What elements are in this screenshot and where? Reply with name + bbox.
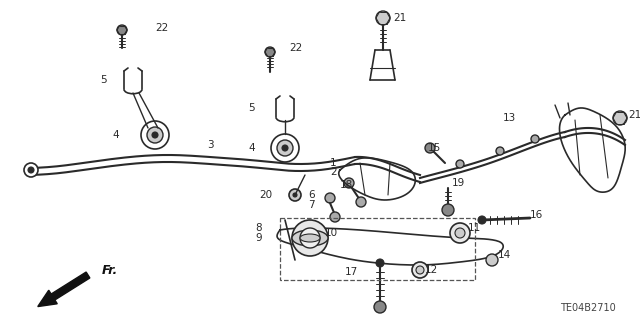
Text: 18: 18 xyxy=(340,180,353,190)
Circle shape xyxy=(117,25,127,35)
Circle shape xyxy=(425,143,435,153)
Circle shape xyxy=(141,121,169,149)
Text: 19: 19 xyxy=(452,178,465,188)
Circle shape xyxy=(147,127,163,143)
Circle shape xyxy=(416,266,424,274)
Text: 12: 12 xyxy=(425,265,438,275)
Circle shape xyxy=(24,163,38,177)
Circle shape xyxy=(300,228,320,248)
FancyArrow shape xyxy=(38,272,90,307)
Circle shape xyxy=(330,212,340,222)
Circle shape xyxy=(486,254,498,266)
Text: 4: 4 xyxy=(248,143,255,153)
Circle shape xyxy=(412,262,428,278)
Circle shape xyxy=(531,135,539,143)
Text: 1: 1 xyxy=(330,158,337,168)
Circle shape xyxy=(613,111,627,125)
Text: 11: 11 xyxy=(468,223,481,233)
Text: 22: 22 xyxy=(155,23,168,33)
Circle shape xyxy=(344,178,354,188)
Text: 15: 15 xyxy=(428,143,441,153)
Bar xyxy=(280,218,475,280)
Circle shape xyxy=(277,140,293,156)
Circle shape xyxy=(325,193,335,203)
Text: Fr.: Fr. xyxy=(102,264,118,278)
Ellipse shape xyxy=(292,230,328,246)
Text: 3: 3 xyxy=(207,140,214,150)
Text: 10: 10 xyxy=(325,228,338,238)
Circle shape xyxy=(292,220,328,256)
Circle shape xyxy=(289,189,301,201)
Text: 21: 21 xyxy=(393,13,406,23)
Text: 6: 6 xyxy=(308,190,315,200)
Text: TE04B2710: TE04B2710 xyxy=(560,303,616,313)
Text: 5: 5 xyxy=(248,103,255,113)
Text: 16: 16 xyxy=(530,210,543,220)
Circle shape xyxy=(356,197,366,207)
Circle shape xyxy=(376,11,390,25)
Ellipse shape xyxy=(300,234,320,242)
Text: 13: 13 xyxy=(503,113,516,123)
Circle shape xyxy=(282,145,288,151)
Circle shape xyxy=(496,147,504,155)
Text: 5: 5 xyxy=(100,75,107,85)
Text: 20: 20 xyxy=(259,190,272,200)
Text: 9: 9 xyxy=(255,233,262,243)
Circle shape xyxy=(265,47,275,57)
Text: 14: 14 xyxy=(498,250,511,260)
Circle shape xyxy=(271,134,299,162)
Text: 4: 4 xyxy=(112,130,118,140)
Circle shape xyxy=(442,204,454,216)
Text: 22: 22 xyxy=(289,43,302,53)
Text: 8: 8 xyxy=(255,223,262,233)
Circle shape xyxy=(450,223,470,243)
Circle shape xyxy=(455,228,465,238)
Text: 21: 21 xyxy=(628,110,640,120)
Circle shape xyxy=(456,160,464,168)
Circle shape xyxy=(374,301,386,313)
Text: 7: 7 xyxy=(308,200,315,210)
Circle shape xyxy=(28,167,34,173)
Circle shape xyxy=(478,216,486,224)
Text: 2: 2 xyxy=(330,167,337,177)
Circle shape xyxy=(293,193,297,197)
Text: 17: 17 xyxy=(345,267,358,277)
Circle shape xyxy=(152,132,158,138)
Circle shape xyxy=(376,259,384,267)
